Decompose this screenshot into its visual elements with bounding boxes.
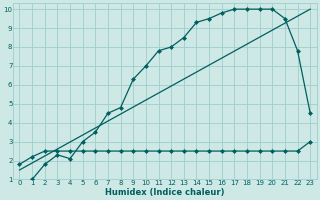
X-axis label: Humidex (Indice chaleur): Humidex (Indice chaleur) [105, 188, 225, 197]
